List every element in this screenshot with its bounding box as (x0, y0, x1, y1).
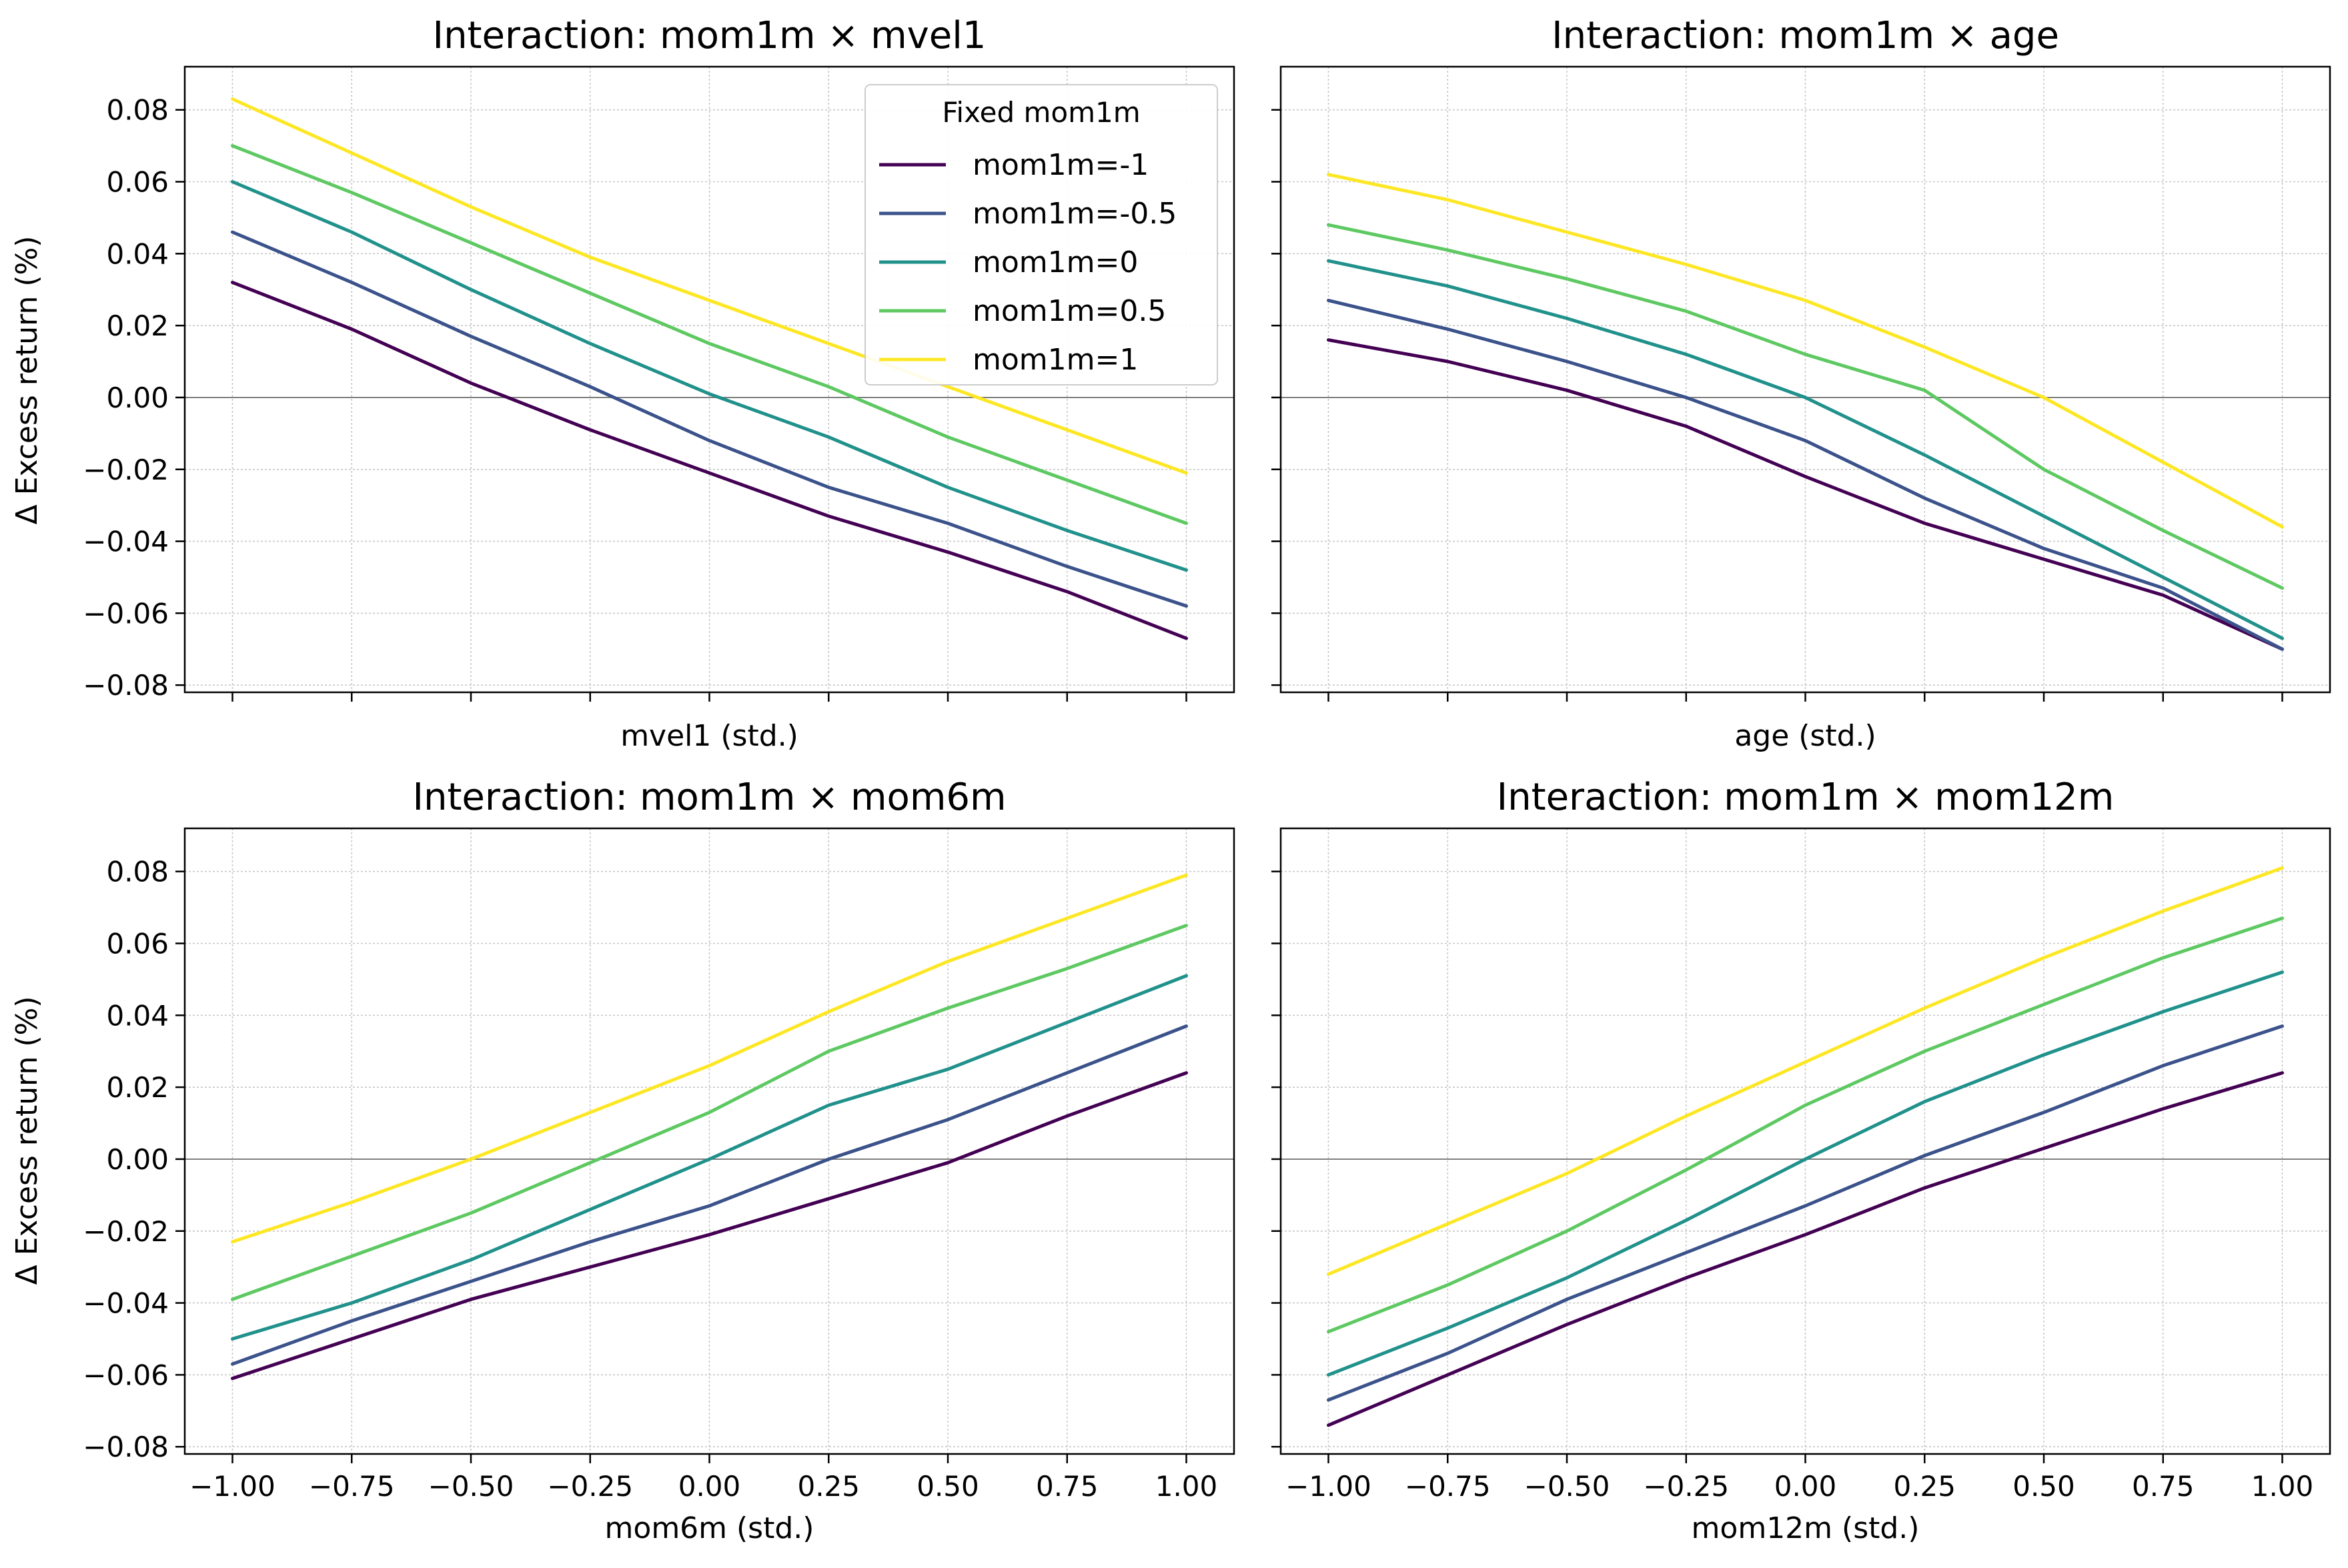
y-tick-label: 0.06 (106, 166, 169, 199)
y-tick-label: −0.08 (83, 669, 169, 702)
x-tick-label: −1.00 (189, 1470, 275, 1503)
chart-panel: 0.08 0.06 0.04 0.02 0.00 −0.02 −0.04 −0.06 −0.08… (83, 14, 1235, 753)
y-tick-label: −0.04 (83, 526, 169, 558)
chart-title: Interaction: mom1m × mom6m (412, 776, 1006, 819)
x-tick-label: −0.50 (428, 1470, 514, 1503)
chart-title: Interaction: mom1m × age (1552, 14, 2059, 57)
x-tick-label: 1.00 (2251, 1470, 2314, 1503)
y-tick-label: 0.02 (106, 1071, 169, 1104)
x-tick-label: −0.25 (1643, 1470, 1729, 1503)
series-line (231, 924, 1188, 1301)
chart-panel: −1.00 −0.75 −0.50 −0.25 0.00 0.25 0.50 0.75 1.00… (83, 776, 1235, 1545)
y-tick-label: −0.06 (83, 597, 169, 630)
x-axis-label: mom6m (std.) (605, 1511, 814, 1545)
series-line (1327, 223, 2284, 590)
x-tick-label: 0.25 (797, 1470, 860, 1503)
y-tick-label: 0.04 (106, 999, 169, 1032)
x-axis-label: age (std.) (1734, 719, 1876, 753)
x-tick-label: 0.00 (1774, 1470, 1837, 1503)
y-tick-label: −0.06 (83, 1359, 169, 1391)
legend-label: mom1m=1 (973, 343, 1138, 377)
y-axis-label: Δ Excess return (%) (10, 996, 44, 1285)
y-tick-label: 0.00 (106, 381, 169, 414)
series-line (231, 144, 1188, 526)
x-tick-label: 0.50 (2012, 1470, 2075, 1503)
series-line (231, 1024, 1188, 1366)
series-line (231, 180, 1188, 572)
x-tick-label: 0.25 (1893, 1470, 1956, 1503)
y-tick-label: 0.06 (106, 928, 169, 960)
x-tick-label: 0.75 (2132, 1470, 2195, 1503)
x-tick-label: −0.75 (1405, 1470, 1491, 1503)
legend: Fixed mom1m mom1m=-1 mom1m=-0.5 mom1m=0 mom1… (864, 84, 1218, 385)
series-line (231, 873, 1188, 1244)
y-tick-label: 0.08 (106, 856, 169, 888)
x-tick-label: −0.50 (1524, 1470, 1610, 1503)
series-line (1327, 1071, 2284, 1427)
y-tick-label: −0.08 (83, 1431, 169, 1463)
x-tick-label: −1.00 (1285, 1470, 1371, 1503)
series-line (231, 97, 1188, 475)
x-tick-label: −0.75 (309, 1470, 395, 1503)
x-tick-label: 0.00 (678, 1470, 741, 1503)
series-line (231, 1071, 1188, 1381)
chart-title: Interaction: mom1m × mvel1 (433, 14, 987, 57)
legend-label: mom1m=-1 (973, 148, 1149, 182)
series-line (1327, 970, 2284, 1377)
series-line (1327, 916, 2284, 1334)
y-tick-label: 0.02 (106, 309, 169, 342)
series-line (1327, 866, 2284, 1276)
y-tick-label: 0.08 (106, 94, 169, 127)
series-line (231, 974, 1188, 1341)
series-line (1327, 338, 2284, 651)
x-axis-label: mom12m (std.) (1692, 1511, 1920, 1545)
series-line (1327, 1024, 2284, 1402)
series-line (1327, 298, 2284, 651)
y-tick-label: −0.02 (83, 454, 169, 486)
series-line (231, 230, 1188, 608)
legend-box (864, 84, 1218, 385)
legend-label: mom1m=-0.5 (973, 197, 1177, 231)
series-line (1327, 173, 2284, 529)
y-tick-label: 0.00 (106, 1143, 169, 1176)
y-axis-label: Δ Excess return (%) (10, 236, 44, 525)
y-tick-label: 0.04 (106, 237, 169, 270)
x-tick-label: 0.75 (1036, 1470, 1099, 1503)
legend-label: mom1m=0.5 (973, 294, 1166, 328)
x-tick-label: −0.25 (547, 1470, 633, 1503)
x-tick-label: 0.50 (917, 1470, 979, 1503)
chart-panel: Interaction: mom1m × age age (std.) (1271, 14, 2331, 753)
y-tick-label: −0.04 (83, 1287, 169, 1320)
legend-label: mom1m=0 (973, 245, 1138, 279)
legend-title: Fixed mom1m (942, 96, 1140, 129)
y-tick-label: −0.02 (83, 1215, 169, 1248)
series-line (231, 280, 1188, 640)
x-tick-label: 1.00 (1155, 1470, 1218, 1503)
series-line (1327, 259, 2284, 640)
x-axis-label: mvel1 (std.) (620, 719, 798, 753)
chart-title: Interaction: mom1m × mom12m (1497, 776, 2115, 819)
chart-panel: −1.00 −0.75 −0.50 −0.25 0.00 0.25 0.50 0.75 1.00… (1271, 776, 2331, 1545)
